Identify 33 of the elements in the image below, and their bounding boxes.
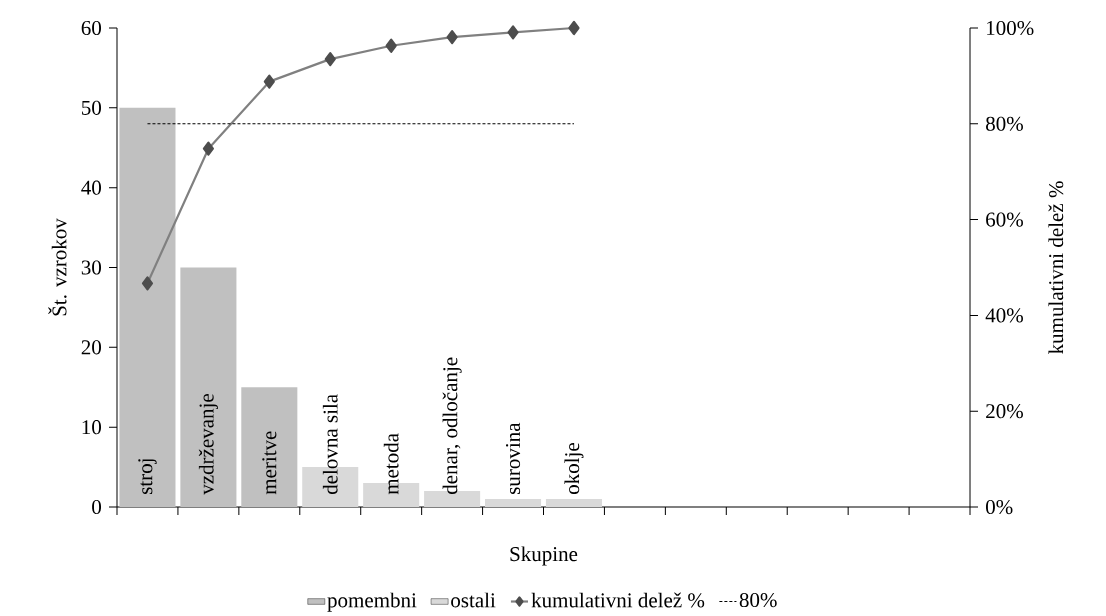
legend-label: 80%	[739, 592, 777, 608]
bar	[119, 107, 176, 507]
y-tick-label: 30	[81, 260, 102, 275]
bar	[241, 387, 298, 507]
y-tick-label: 50	[82, 100, 102, 115]
y2-tick-label: 80%	[986, 116, 1023, 131]
y2-tick-label: 60%	[986, 212, 1023, 227]
bar	[180, 267, 237, 507]
y2-tick-label: 100%	[987, 20, 1034, 36]
x-tick-label: metoda	[383, 433, 399, 495]
x-tick-label: denar, odločanje	[442, 357, 462, 495]
y-tick-label: 10	[82, 420, 102, 435]
y-axis-title: Št. vzrokov	[48, 218, 67, 316]
y-tick-label: 20	[81, 340, 102, 355]
x-tick-label: stroj	[138, 459, 157, 494]
x-tick-label: surovina	[505, 422, 521, 494]
y-tick-label: 40	[81, 180, 102, 195]
legend-label: pomembni	[327, 592, 417, 612]
y-tick-label: 60	[81, 20, 102, 36]
x-tick-label: meritve	[262, 431, 277, 495]
y2-axis-title: kumulativni delež %	[1048, 181, 1064, 354]
y2-tick-label: 0%	[986, 499, 1013, 515]
legend-label: kumulativni delež %	[531, 592, 705, 608]
bar	[485, 499, 542, 507]
x-tick-label: delovna sila	[322, 394, 338, 495]
bar	[545, 499, 602, 507]
legend-label: ostali	[451, 592, 496, 608]
y2-tick-label: 20%	[986, 404, 1023, 419]
x-axis-title: Skupine	[510, 546, 578, 566]
y2-tick-label: 40%	[985, 308, 1023, 323]
x-tick-label: okolje	[564, 443, 584, 494]
x-tick-label: vzdrževanje	[198, 394, 218, 495]
y-tick-label: 0	[92, 499, 102, 515]
